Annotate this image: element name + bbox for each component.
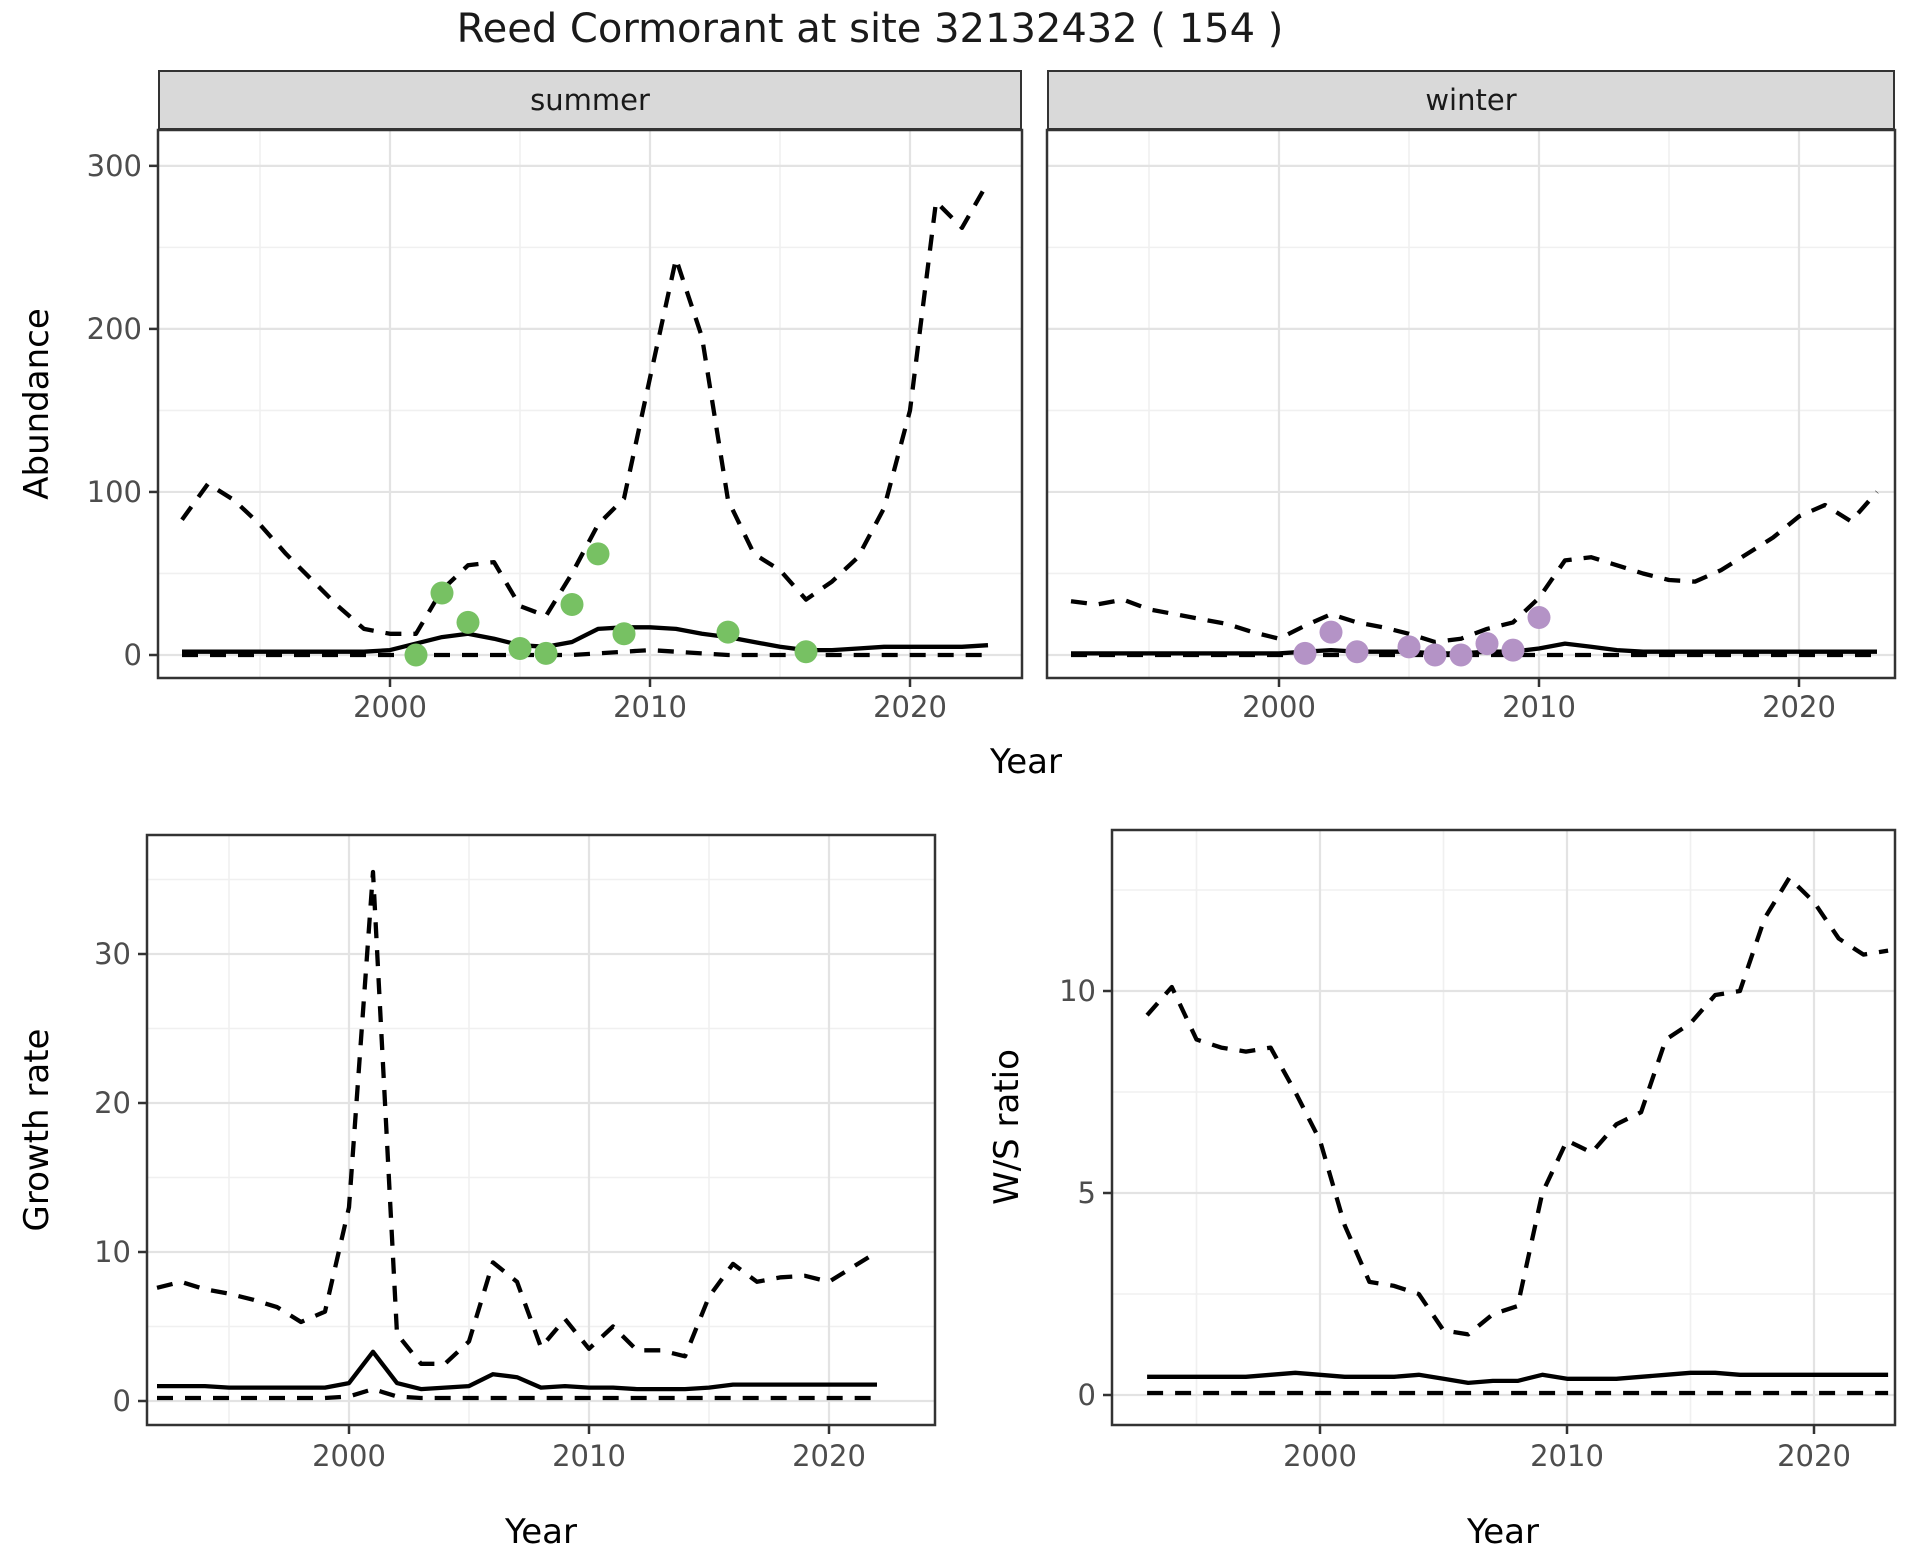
- panel-border: [1110, 828, 1897, 1427]
- lower_ci-line: [182, 647, 988, 658]
- panel-border: [156, 128, 1024, 680]
- median-line: [157, 1349, 877, 1392]
- data-point: [430, 581, 454, 605]
- data-point: [1423, 643, 1447, 667]
- data-point: [1449, 643, 1473, 667]
- data-point: [1397, 635, 1421, 659]
- panel-background: [1047, 130, 1895, 678]
- median-line: [1071, 641, 1877, 656]
- panel-background: [158, 130, 1022, 678]
- y-tick-label: 20: [94, 1086, 131, 1120]
- x-tick-label: 2000: [312, 1439, 386, 1473]
- y-tick-label: 0: [1078, 1378, 1096, 1412]
- facet-strip-summer: summer: [158, 70, 1022, 130]
- growth-rate-axis-title: Growth rate: [17, 1028, 57, 1232]
- median-line: [182, 625, 989, 654]
- facet-strip-summer-label: summer: [530, 83, 650, 117]
- y-tick-label: 100: [87, 475, 142, 509]
- data-point: [404, 643, 428, 667]
- x-tick-label: 2000: [1242, 690, 1316, 724]
- x-tick-label: 2020: [873, 690, 947, 724]
- y-tick-label: 200: [87, 312, 142, 346]
- x-tick-label: 2000: [353, 690, 427, 724]
- y-tick-label: 10: [1059, 974, 1096, 1008]
- upper_ci-line: [1070, 490, 1879, 645]
- data-point: [612, 622, 636, 646]
- facet-strip-winter-label: winter: [1425, 83, 1517, 117]
- data-point: [586, 542, 610, 566]
- median-line: [1147, 1370, 1889, 1386]
- data-point: [534, 641, 558, 665]
- data-point: [1293, 641, 1317, 665]
- data-point: [716, 620, 740, 644]
- x-tick-label: 2010: [1530, 1439, 1604, 1473]
- panel-border: [145, 833, 937, 1427]
- x-tick-label: 2020: [1777, 1439, 1851, 1473]
- lower_ci-line: [157, 1386, 877, 1401]
- chart-title: Reed Cormorant at site 32132432 ( 154 ): [456, 6, 1284, 52]
- y-tick-label: 300: [87, 149, 142, 183]
- y-tick-label: 0: [124, 638, 142, 672]
- data-point: [1527, 605, 1551, 629]
- abundance-axis-title: Abundance: [17, 308, 57, 500]
- year-axis-title-bottom-left: Year: [505, 1512, 577, 1552]
- year-axis-title-top: Year: [990, 742, 1062, 782]
- upper_ci-line: [156, 869, 879, 1366]
- data-point: [560, 592, 584, 616]
- x-tick-label: 2020: [792, 1439, 866, 1473]
- y-tick-label: 30: [94, 937, 131, 971]
- y-tick-label: 5: [1078, 1176, 1096, 1210]
- data-point: [794, 640, 818, 664]
- data-point: [1501, 638, 1525, 662]
- panel-border: [1045, 128, 1897, 680]
- ws-ratio-axis-title: W/S ratio: [987, 1049, 1027, 1205]
- data-point: [1345, 640, 1369, 664]
- x-tick-label: 2010: [1502, 690, 1576, 724]
- y-tick-label: 10: [94, 1235, 131, 1269]
- year-axis-title-bottom-right: Year: [1467, 1512, 1539, 1552]
- x-tick-label: 2020: [1762, 690, 1836, 724]
- x-tick-label: 2010: [613, 690, 687, 724]
- x-tick-label: 2000: [1283, 1439, 1357, 1473]
- data-point: [456, 610, 480, 634]
- facet-strip-winter: winter: [1047, 70, 1895, 130]
- data-point: [1319, 620, 1343, 644]
- y-tick-label: 0: [113, 1384, 131, 1418]
- data-point: [508, 636, 532, 660]
- data-point: [1475, 632, 1499, 656]
- x-tick-label: 2010: [552, 1439, 626, 1473]
- upper_ci-line: [180, 181, 990, 636]
- panel-background: [1112, 830, 1895, 1425]
- upper_ci-line: [1145, 875, 1889, 1337]
- panel-background: [147, 835, 935, 1425]
